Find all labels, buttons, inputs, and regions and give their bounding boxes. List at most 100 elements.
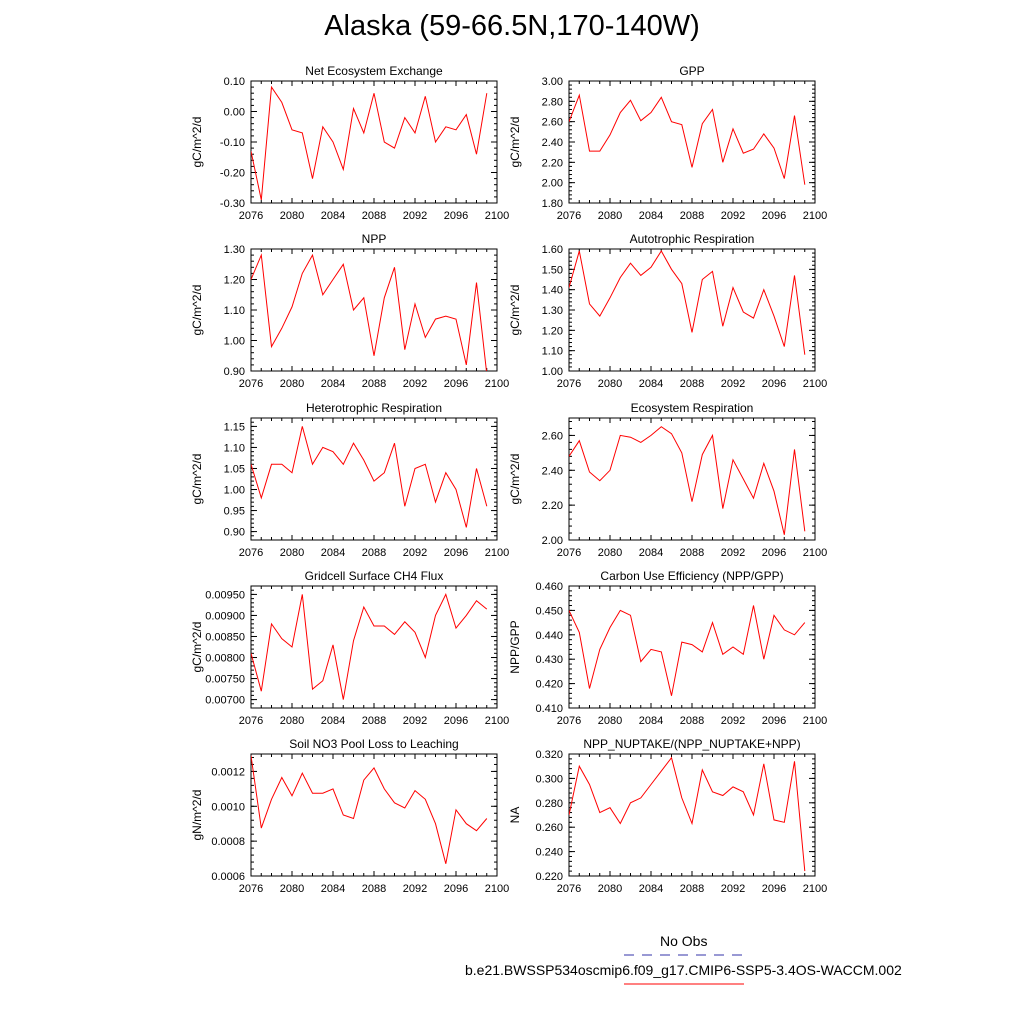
- chart-panel-10: NPP_NUPTAKE/(NPP_NUPTAKE+NPP) NA 2076 2080 2…: [508, 737, 827, 895]
- y-axis-label: gN/m^2/d: [190, 790, 204, 841]
- y-tick-label: 0.220: [535, 871, 563, 883]
- y-tick-label: 0.00900: [205, 610, 245, 622]
- y-axis-label: gC/m^2/d: [508, 117, 522, 168]
- y-tick-label: 0.240: [535, 847, 563, 859]
- y-tick-label: 1.20: [542, 325, 563, 337]
- panel-title: Net Ecosystem Exchange: [305, 64, 443, 78]
- x-tick-label: 2088: [362, 883, 386, 895]
- x-tick-label: 2096: [444, 378, 468, 390]
- y-tick-label: 0.0010: [211, 801, 245, 813]
- x-tick-label: 2084: [321, 715, 345, 727]
- x-tick-label: 2092: [721, 715, 745, 727]
- y-tick-label: 0.0008: [211, 836, 245, 848]
- y-tick-label: 0.10: [224, 76, 245, 88]
- x-tick-label: 2076: [557, 210, 581, 222]
- y-tick-label: 0.00800: [205, 653, 245, 665]
- series-line: [569, 605, 806, 696]
- x-tick-label: 2092: [403, 378, 427, 390]
- y-tick-label: 0.450: [535, 605, 563, 617]
- panel-title: GPP: [679, 64, 704, 78]
- x-tick-label: 2092: [403, 715, 427, 727]
- x-tick-label: 2096: [444, 210, 468, 222]
- y-tick-label: 0.420: [535, 679, 563, 691]
- y-axis-label: gC/m^2/d: [190, 454, 204, 505]
- x-tick-label: 2100: [803, 378, 827, 390]
- y-tick-label: 0.00700: [205, 695, 245, 707]
- x-tick-label: 2076: [557, 547, 581, 559]
- x-tick-label: 2088: [362, 547, 386, 559]
- figure-title: Alaska (59-66.5N,170-140W): [324, 10, 700, 42]
- x-tick-label: 2088: [362, 378, 386, 390]
- chart-panel-3: NPP gC/m^2/d 2076 2080 2084 2088 2092 2096 2100 0…: [190, 232, 509, 390]
- x-tick-label: 2092: [721, 378, 745, 390]
- plot-frame: [568, 585, 816, 709]
- x-tick-label: 2092: [403, 547, 427, 559]
- x-tick-label: 2100: [803, 210, 827, 222]
- chart-panel-9: Soil NO3 Pool Loss to Leaching gN/m^2/d 20…: [190, 737, 509, 895]
- x-tick-label: 2088: [680, 210, 704, 222]
- y-tick-label: -0.30: [220, 198, 245, 210]
- plot-frame: [250, 585, 498, 709]
- x-tick-label: 2080: [280, 715, 304, 727]
- y-tick-label: 0.260: [535, 822, 563, 834]
- y-tick-label: 0.00950: [205, 589, 245, 601]
- x-tick-label: 2100: [803, 715, 827, 727]
- y-tick-label: 2.20: [542, 500, 563, 512]
- series-line: [251, 85, 488, 201]
- y-axis-label: gC/m^2/d: [190, 285, 204, 336]
- y-tick-label: 2.40: [542, 465, 563, 477]
- series-line: [569, 426, 806, 535]
- y-tick-label: 0.440: [535, 630, 563, 642]
- x-tick-label: 2080: [280, 883, 304, 895]
- y-tick-label: -0.10: [220, 137, 245, 149]
- x-tick-label: 2076: [239, 547, 263, 559]
- legend-obs-label: No Obs: [660, 933, 708, 949]
- y-tick-label: 2.00: [542, 178, 563, 190]
- x-tick-label: 2084: [321, 378, 345, 390]
- chart-panel-8: Carbon Use Efficiency (NPP/GPP) NPP/GPP 20…: [508, 569, 827, 727]
- x-tick-label: 2076: [239, 378, 263, 390]
- x-tick-label: 2076: [557, 883, 581, 895]
- y-tick-label: 0.00: [224, 107, 245, 119]
- x-tick-label: 2084: [321, 547, 345, 559]
- x-tick-label: 2088: [362, 210, 386, 222]
- x-tick-label: 2084: [639, 547, 663, 559]
- legend-case-label: b.e21.BWSSP534oscmip6.f09_g17.CMIP6-SSP5…: [465, 962, 902, 978]
- x-tick-label: 2088: [680, 547, 704, 559]
- x-tick-label: 2092: [721, 883, 745, 895]
- x-tick-label: 2096: [762, 378, 786, 390]
- series-line: [251, 253, 487, 371]
- y-tick-label: 1.10: [224, 442, 245, 454]
- y-tick-label: 1.15: [224, 421, 245, 433]
- plot-frame: [250, 248, 498, 372]
- series-line: [251, 755, 488, 864]
- series-line: [569, 250, 806, 355]
- y-tick-label: 2.40: [542, 137, 563, 149]
- panel-title: Carbon Use Efficiency (NPP/GPP): [600, 569, 783, 583]
- y-axis-label: NPP/GPP: [508, 620, 522, 673]
- plot-frame: [568, 417, 816, 541]
- x-tick-label: 2084: [321, 883, 345, 895]
- x-tick-label: 2100: [485, 210, 509, 222]
- y-axis-label: gC/m^2/d: [190, 622, 204, 673]
- y-tick-label: 0.0012: [211, 766, 245, 778]
- y-axis-label: NA: [508, 807, 522, 824]
- x-tick-label: 2084: [639, 715, 663, 727]
- x-tick-label: 2100: [485, 883, 509, 895]
- x-tick-label: 2076: [557, 378, 581, 390]
- y-axis-label: gC/m^2/d: [508, 285, 522, 336]
- panel-title: Gridcell Surface CH4 Flux: [305, 569, 444, 583]
- x-tick-label: 2092: [721, 210, 745, 222]
- chart-panel-5: Heterotrophic Respiration gC/m^2/d 2076 208…: [190, 401, 509, 559]
- y-tick-label: 1.05: [224, 463, 245, 475]
- y-tick-label: 1.60: [542, 244, 563, 256]
- x-tick-label: 2096: [444, 715, 468, 727]
- x-tick-label: 2092: [403, 210, 427, 222]
- y-tick-label: 0.320: [535, 749, 563, 761]
- x-tick-label: 2088: [680, 883, 704, 895]
- panel-title: Soil NO3 Pool Loss to Leaching: [289, 737, 458, 751]
- series-line: [251, 426, 488, 528]
- y-tick-label: 1.00: [542, 366, 563, 378]
- x-tick-label: 2080: [598, 378, 622, 390]
- y-tick-label: 1.30: [224, 244, 245, 256]
